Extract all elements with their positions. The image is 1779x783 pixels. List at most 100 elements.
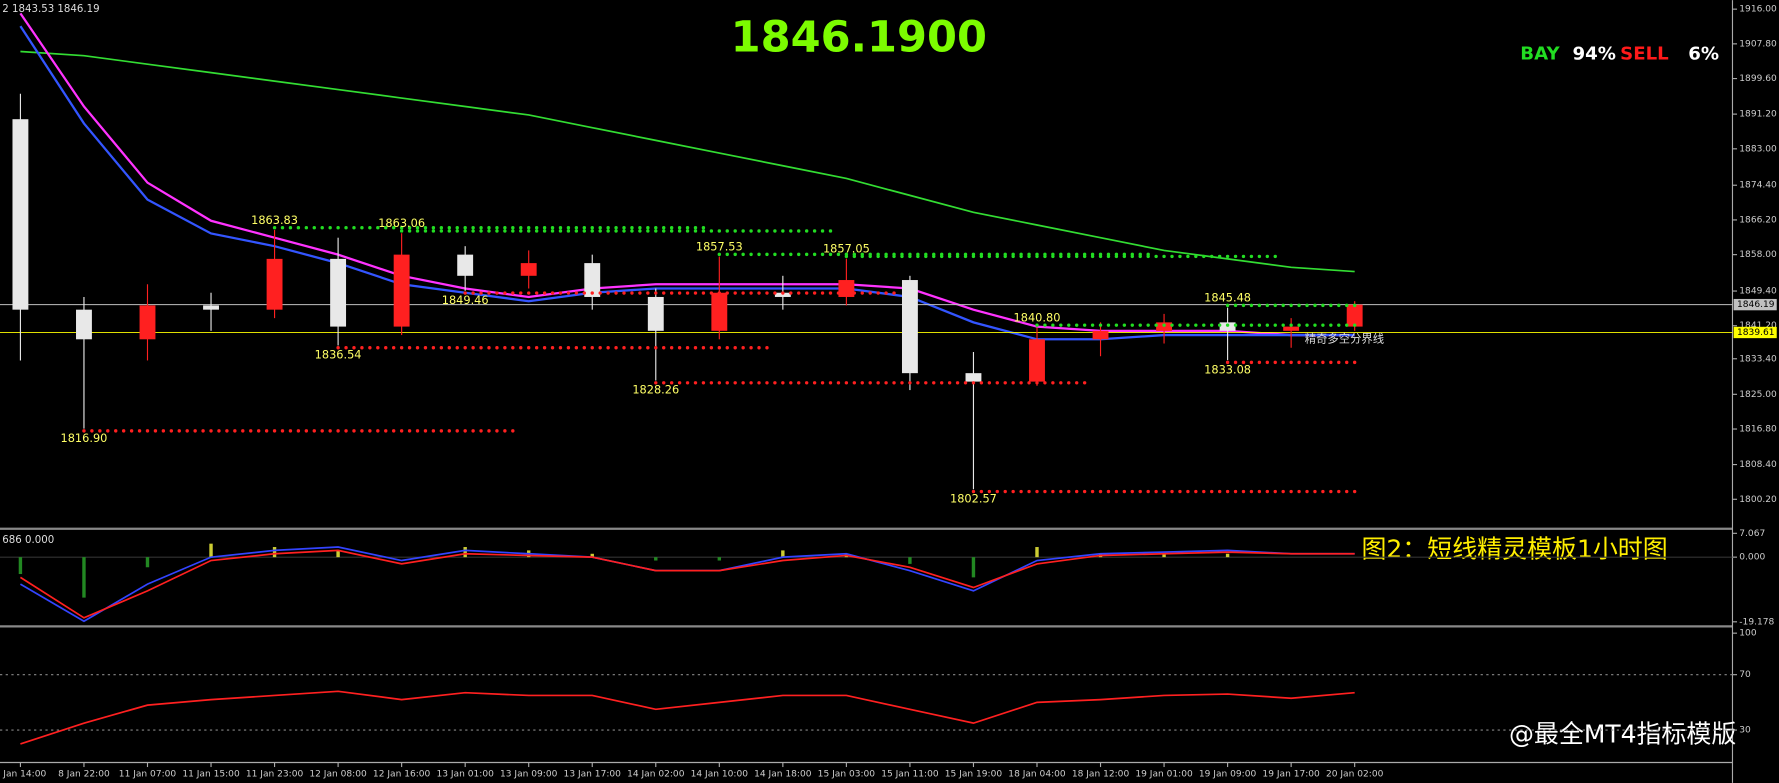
buy-label: BAY [1520, 44, 1560, 65]
price-annotation: 1836.54 [315, 348, 362, 362]
y-tick-label: 1891.20 [1739, 110, 1777, 120]
x-tick-label: 15 Jan 11:00 [881, 769, 939, 779]
x-tick-label: 13 Jan 01:00 [436, 769, 494, 779]
y-tick-label: 1825.00 [1739, 390, 1777, 400]
y-tick-label: 1808.40 [1739, 460, 1777, 470]
price-annotation: 1863.83 [251, 213, 298, 227]
buy-share: 94% [1573, 44, 1616, 65]
x-tick-label: 18 Jan 04:00 [1008, 769, 1066, 779]
y-tick-label: 1816.80 [1739, 425, 1777, 435]
price-annotation: 1845.48 [1204, 291, 1251, 305]
macd-bar [463, 547, 467, 558]
macd-bar [336, 550, 340, 558]
x-tick-label: 19 Jan 01:00 [1135, 769, 1193, 779]
price-annotation: 1828.26 [632, 383, 679, 397]
candle-body [1283, 326, 1300, 331]
macd-bar [1225, 553, 1230, 558]
x-tick-label: 11 Jan 23:00 [246, 769, 304, 779]
candle-body [965, 373, 982, 382]
price-annotation: 1857.05 [823, 242, 870, 256]
y-tick-label: 1841.20 [1739, 321, 1777, 331]
price-annotation: 1833.08 [1204, 362, 1251, 376]
candle-body [1092, 330, 1109, 340]
indicator-line [19, 25, 1355, 341]
macd-bar [145, 557, 150, 568]
x-tick-label: 12 Jan 16:00 [373, 769, 431, 779]
indicator-line [19, 549, 1355, 619]
macd-bar [1162, 553, 1166, 558]
note: 图2：短线精灵模板1小时图 [1361, 534, 1667, 563]
sell-share: 6% [1688, 44, 1719, 65]
y-tick-label: 1916.00 [1739, 5, 1777, 15]
price-annotation: 1802.57 [950, 491, 997, 505]
price-annotation: 1816.90 [61, 431, 108, 445]
x-tick-label: 11 Jan 07:00 [119, 769, 177, 779]
x-tick-label: 19 Jan 09:00 [1199, 769, 1257, 779]
macd-bar [908, 557, 912, 564]
info: 2 1843.53 1846.19 [2, 4, 99, 15]
y-tick-label: 0.000 [1739, 553, 1765, 563]
y-tick-label: 1907.80 [1739, 39, 1777, 49]
x-tick-label: 18 Jan 12:00 [1072, 769, 1130, 779]
indicator-line [20, 50, 1355, 273]
candle-body [838, 280, 855, 297]
candle-body [12, 119, 29, 310]
macd-bar [272, 547, 277, 558]
y-tick-label: 1874.40 [1739, 181, 1777, 191]
x-tick-label: 14 Jan 18:00 [754, 769, 812, 779]
macd-bar [590, 553, 594, 558]
macd-bar [209, 543, 213, 558]
level-name: 精奇多空分界线 [1305, 331, 1384, 345]
x-tick-label: 8 Jan 22:00 [58, 769, 110, 779]
x-tick-label: 12 Jan 08:00 [309, 769, 367, 779]
sell-label: SELL [1620, 44, 1669, 65]
x-tick-label: 8 Jan 14:00 [0, 769, 46, 779]
price-tag [1733, 326, 1777, 339]
y-tick-label: 100 [1739, 629, 1757, 639]
price-display: 1846.1900 [731, 12, 987, 62]
candle-body [457, 254, 474, 276]
candle-body [139, 305, 156, 340]
x-tick-label: 15 Jan 03:00 [818, 769, 876, 779]
candle-body [393, 254, 410, 327]
candle-body [1029, 339, 1045, 382]
y-tick-label: 1866.20 [1739, 215, 1777, 225]
x-tick-label: 19 Jan 17:00 [1262, 769, 1320, 779]
macd-bar [82, 557, 86, 598]
candle-body [584, 263, 601, 297]
x-tick-label: 20 Jan 02:00 [1326, 769, 1384, 779]
price-tag [1733, 298, 1777, 311]
y-tick-label: 70 [1739, 670, 1751, 680]
candle-body [647, 296, 664, 331]
price-annotation: 1857.53 [696, 240, 743, 254]
y-tick-label: 1833.40 [1739, 354, 1777, 364]
price-annotation: 1863.06 [378, 216, 425, 230]
macd-bar [971, 557, 976, 578]
y-tick-label: 1849.40 [1739, 287, 1777, 297]
candle-body [76, 309, 92, 340]
candle-body [901, 280, 918, 374]
y-tick-label: 7.067 [1739, 529, 1765, 539]
y-tick-label: 30 [1739, 726, 1751, 736]
candle-body [1346, 304, 1363, 327]
watermark: @最全MT4指标模版 [1509, 719, 1736, 748]
macd-bar [1035, 547, 1039, 558]
x-tick-label: 11 Jan 15:00 [182, 769, 240, 779]
x-tick-label: 15 Jan 19:00 [945, 769, 1003, 779]
y-tick-label: 1858.00 [1739, 250, 1777, 260]
x-tick-label: 14 Jan 10:00 [691, 769, 749, 779]
x-tick-label: 14 Jan 02:00 [627, 769, 685, 779]
macd-header: 686 0.000 [2, 535, 54, 546]
y-tick-label: 1899.60 [1739, 74, 1777, 84]
y-tick-label: 1883.00 [1739, 144, 1777, 154]
price-tag-label: 1839.61 [1737, 328, 1774, 338]
candle-body [203, 305, 219, 310]
indicator-line [20, 690, 1355, 745]
macd-bar [18, 557, 23, 575]
indicator-line [19, 12, 1355, 337]
candle-body [330, 258, 347, 327]
candle-body [266, 258, 283, 310]
y-tick-label: -19.178 [1739, 617, 1774, 627]
